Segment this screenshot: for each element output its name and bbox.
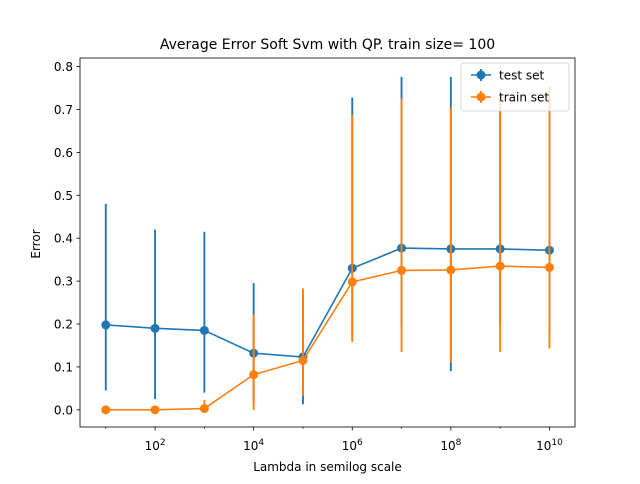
- chart-title: Average Error Soft Svm with QP. train si…: [160, 37, 495, 53]
- y-tick-label: 0.8: [54, 60, 73, 74]
- series-line: [105, 265, 550, 411]
- x-tick-label: 1010: [536, 438, 563, 453]
- y-tick-label: 0.1: [54, 360, 73, 374]
- data-point: [249, 370, 259, 380]
- data-point: [101, 405, 111, 415]
- legend: test set train set: [460, 62, 570, 112]
- x-tick-label: 106: [342, 438, 363, 453]
- data-point: [101, 320, 111, 330]
- x-axis-ticks: 102 104 106 108 1010: [105, 427, 563, 453]
- data-point: [446, 265, 456, 275]
- series-train-set: [101, 88, 554, 415]
- data-point: [150, 323, 160, 333]
- data-point: [495, 261, 505, 271]
- y-axis-ticks: 0.0 0.1 0.2 0.3 0.4 0.5 0.6 0.7 0.8: [54, 60, 80, 417]
- data-point: [397, 265, 407, 275]
- legend-label: test set: [499, 69, 544, 83]
- data-point: [544, 262, 554, 272]
- legend-label: train set: [499, 91, 549, 105]
- data-point: [199, 404, 209, 414]
- legend-marker: [476, 92, 486, 102]
- x-tick-label: 104: [243, 438, 264, 453]
- data-point: [298, 355, 308, 365]
- y-tick-label: 0.0: [54, 403, 73, 417]
- x-tick-label: 108: [440, 438, 461, 453]
- y-tick-label: 0.5: [54, 189, 73, 203]
- y-tick-label: 0.3: [54, 275, 73, 289]
- data-point: [150, 405, 160, 415]
- x-tick-label: 102: [145, 438, 166, 453]
- x-axis-label: Lambda in semilog scale: [253, 460, 402, 474]
- y-tick-label: 0.7: [54, 103, 73, 117]
- y-tick-label: 0.6: [54, 146, 73, 160]
- legend-marker: [476, 70, 486, 80]
- data-point: [347, 277, 357, 287]
- y-tick-label: 0.2: [54, 318, 73, 332]
- series-line: [105, 247, 550, 358]
- legend-item: train set: [471, 91, 549, 105]
- y-tick-label: 0.4: [54, 232, 73, 246]
- y-axis-label: Error: [29, 229, 43, 258]
- data-point: [199, 325, 209, 335]
- plot-series-group: [101, 76, 554, 415]
- series-test-set: [101, 76, 554, 405]
- plot-frame: [79, 57, 576, 428]
- legend-item: test set: [471, 69, 544, 83]
